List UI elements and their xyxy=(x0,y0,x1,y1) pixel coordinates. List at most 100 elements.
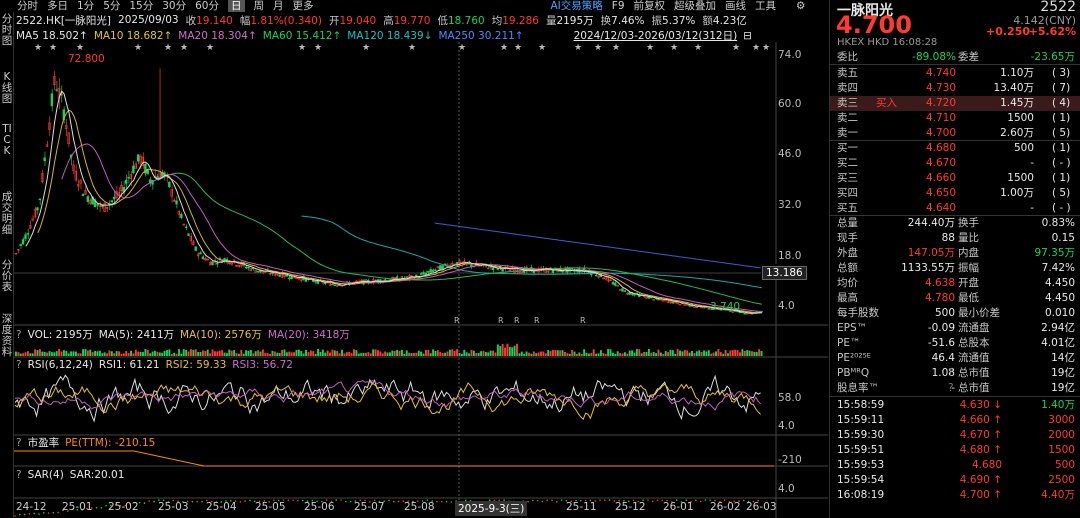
help-icon[interactable]: ? xyxy=(948,367,954,379)
tab-30min[interactable]: 30分 xyxy=(162,0,187,12)
tools-button[interactable]: 工具 xyxy=(755,0,777,12)
volume-bar xyxy=(125,350,128,356)
volume-bar xyxy=(36,350,39,356)
tab-week[interactable]: 周 xyxy=(253,0,265,12)
ask-row[interactable]: 卖四 4.730 13.40万 ( 7) xyxy=(830,81,1080,96)
change-label: 幅 xyxy=(239,14,251,27)
tab-multiday[interactable]: 多日 xyxy=(47,0,68,12)
ask-row[interactable]: 卖二 4.710 1500 ( 1) xyxy=(830,111,1080,126)
settings-gear-icon[interactable]: ⚙ xyxy=(796,0,806,12)
tab-60min[interactable]: 60分 xyxy=(195,0,219,12)
collapse-icon[interactable]: ⊟ xyxy=(743,30,752,42)
sar-dot xyxy=(556,501,558,503)
ask-row[interactable]: 卖三 4.720 1.45万 ( 4) 买入 xyxy=(830,96,1080,111)
volume-bar xyxy=(585,352,588,356)
volume-bar xyxy=(420,351,423,356)
adjust-button[interactable]: 前复权 xyxy=(633,0,666,12)
help-icon[interactable]: ? xyxy=(16,437,22,449)
sar-dot xyxy=(412,500,414,503)
volume-bar xyxy=(197,352,200,356)
ask-price: 4.720 xyxy=(925,97,956,109)
sar-dot xyxy=(527,500,529,503)
bid-row[interactable]: 买三 4.660 1500 ( 1) xyxy=(830,171,1080,186)
tick-volume: 2000 xyxy=(1048,429,1075,441)
vol-value: 2195万 xyxy=(556,14,594,27)
tick-row: 15:59:53 4.680 500 xyxy=(830,458,1080,473)
ask-row[interactable]: 卖一 4.700 2.60万 ( 5) xyxy=(830,126,1080,141)
sidebar-item-trades[interactable]: 成交明细 xyxy=(1,191,13,236)
candle-body xyxy=(199,252,202,255)
sar-dot xyxy=(23,513,26,516)
sidebar-item-deep-info[interactable]: 深度资料 xyxy=(1,313,13,358)
candle-body xyxy=(38,198,42,201)
tick-volume: 4.40万 xyxy=(1041,489,1075,501)
candle-body xyxy=(216,262,219,265)
sar-dot xyxy=(671,501,673,503)
bid-row[interactable]: 买一 4.680 500 ( 1) xyxy=(830,141,1080,156)
tab-day[interactable]: 日 xyxy=(228,0,245,12)
tab-intraday[interactable]: 分时 xyxy=(17,0,38,12)
date-range[interactable]: 2024/12/03-2026/03/12(312日) xyxy=(573,30,738,42)
prev-price: 4.142(CNY) xyxy=(1013,14,1076,27)
overlay-button[interactable]: 超级叠加 xyxy=(674,0,717,12)
ask-label: 卖四 xyxy=(837,82,858,94)
candle-body xyxy=(451,263,454,266)
close-value: 19.140 xyxy=(196,14,233,27)
volume-bar xyxy=(185,350,188,356)
event-star: ★ xyxy=(76,43,84,53)
bid-price: 4.680 xyxy=(925,142,956,154)
stat-row: PE²⁰²⁵ᴱ 46.4 流通值 14亿 xyxy=(830,351,1080,366)
volume-bar xyxy=(731,350,734,356)
volume-bar xyxy=(475,352,478,356)
tab-5min[interactable]: 5分 xyxy=(103,0,121,12)
volume-bar xyxy=(616,351,619,356)
help-icon[interactable]: ? xyxy=(948,382,954,394)
sidebar-item-kline[interactable]: K线图 xyxy=(1,71,13,105)
sar-dot xyxy=(330,500,333,503)
sidebar-item-price-table[interactable]: 分价表 xyxy=(1,259,13,293)
ask-row[interactable]: 卖五 4.740 1.10万 ( 3) xyxy=(830,66,1080,81)
bid-row[interactable]: 买四 4.650 1.00万 ( 5) xyxy=(830,186,1080,201)
ai-strategy-button[interactable]: AI交易策略 xyxy=(550,0,603,12)
help-icon[interactable]: ? xyxy=(16,469,22,481)
volume-bar xyxy=(103,352,106,356)
f9-button[interactable]: F9 xyxy=(611,0,625,12)
volume-bar xyxy=(300,351,303,356)
sar-dot xyxy=(440,500,443,503)
bid-count: ( 5) xyxy=(1052,187,1071,199)
sar-dot xyxy=(584,499,587,502)
tab-1min[interactable]: 1分 xyxy=(77,0,95,12)
volume-bar xyxy=(31,353,34,356)
tab-15min[interactable]: 15分 xyxy=(129,0,154,12)
sar-dot xyxy=(28,513,31,515)
tick-time: 15:59:30 xyxy=(837,429,885,441)
event-star: ★ xyxy=(732,43,740,53)
volume-bar xyxy=(240,349,243,356)
volume-bar xyxy=(84,349,87,356)
stat-label: 量比 xyxy=(958,232,979,244)
volume-bar xyxy=(736,350,739,356)
sar-dot xyxy=(14,515,16,517)
candle-body xyxy=(192,241,195,246)
candle-body xyxy=(172,199,176,202)
volume-bar xyxy=(202,350,204,356)
event-star: ★ xyxy=(752,43,760,53)
help-icon[interactable]: ? xyxy=(16,329,22,341)
sidebar-item-intraday[interactable]: 分时图 xyxy=(1,13,13,47)
help-icon[interactable]: ? xyxy=(16,359,22,371)
draw-button[interactable]: 画线 xyxy=(725,0,747,12)
candle-body xyxy=(127,177,130,179)
volume-bar xyxy=(113,353,116,356)
volume-bar xyxy=(561,350,564,356)
sar-dot xyxy=(699,500,702,503)
volume-bar xyxy=(599,350,602,356)
bid-row[interactable]: 买五 4.640 - ( - ) xyxy=(830,201,1080,216)
sar-dot xyxy=(66,510,69,512)
tab-month[interactable]: 月 xyxy=(273,0,284,12)
sidebar-item-tick[interactable]: TICK xyxy=(2,123,12,157)
candle-body xyxy=(678,303,682,306)
bid-row[interactable]: 买二 4.670 - ( - ) xyxy=(830,156,1080,171)
open-label: 开 xyxy=(328,14,340,27)
volume-bar xyxy=(163,350,166,356)
tab-more[interactable]: 更多 xyxy=(292,0,314,12)
